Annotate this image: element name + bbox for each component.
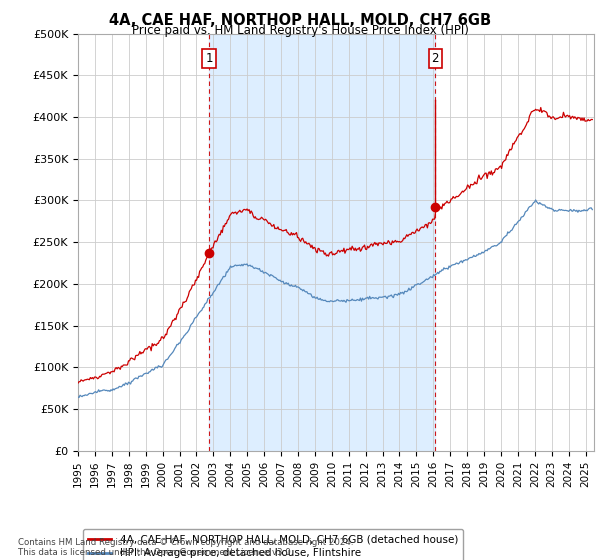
Text: 1: 1 — [205, 52, 213, 65]
Text: 2: 2 — [431, 52, 439, 65]
Bar — [209, 34, 436, 451]
Text: Contains HM Land Registry data © Crown copyright and database right 2024.
This d: Contains HM Land Registry data © Crown c… — [18, 538, 353, 557]
Legend: 4A, CAE HAF, NORTHOP HALL, MOLD, CH7 6GB (detached house), HPI: Average price, d: 4A, CAE HAF, NORTHOP HALL, MOLD, CH7 6GB… — [83, 529, 463, 560]
Text: Price paid vs. HM Land Registry's House Price Index (HPI): Price paid vs. HM Land Registry's House … — [131, 24, 469, 37]
Text: 4A, CAE HAF, NORTHOP HALL, MOLD, CH7 6GB: 4A, CAE HAF, NORTHOP HALL, MOLD, CH7 6GB — [109, 13, 491, 28]
